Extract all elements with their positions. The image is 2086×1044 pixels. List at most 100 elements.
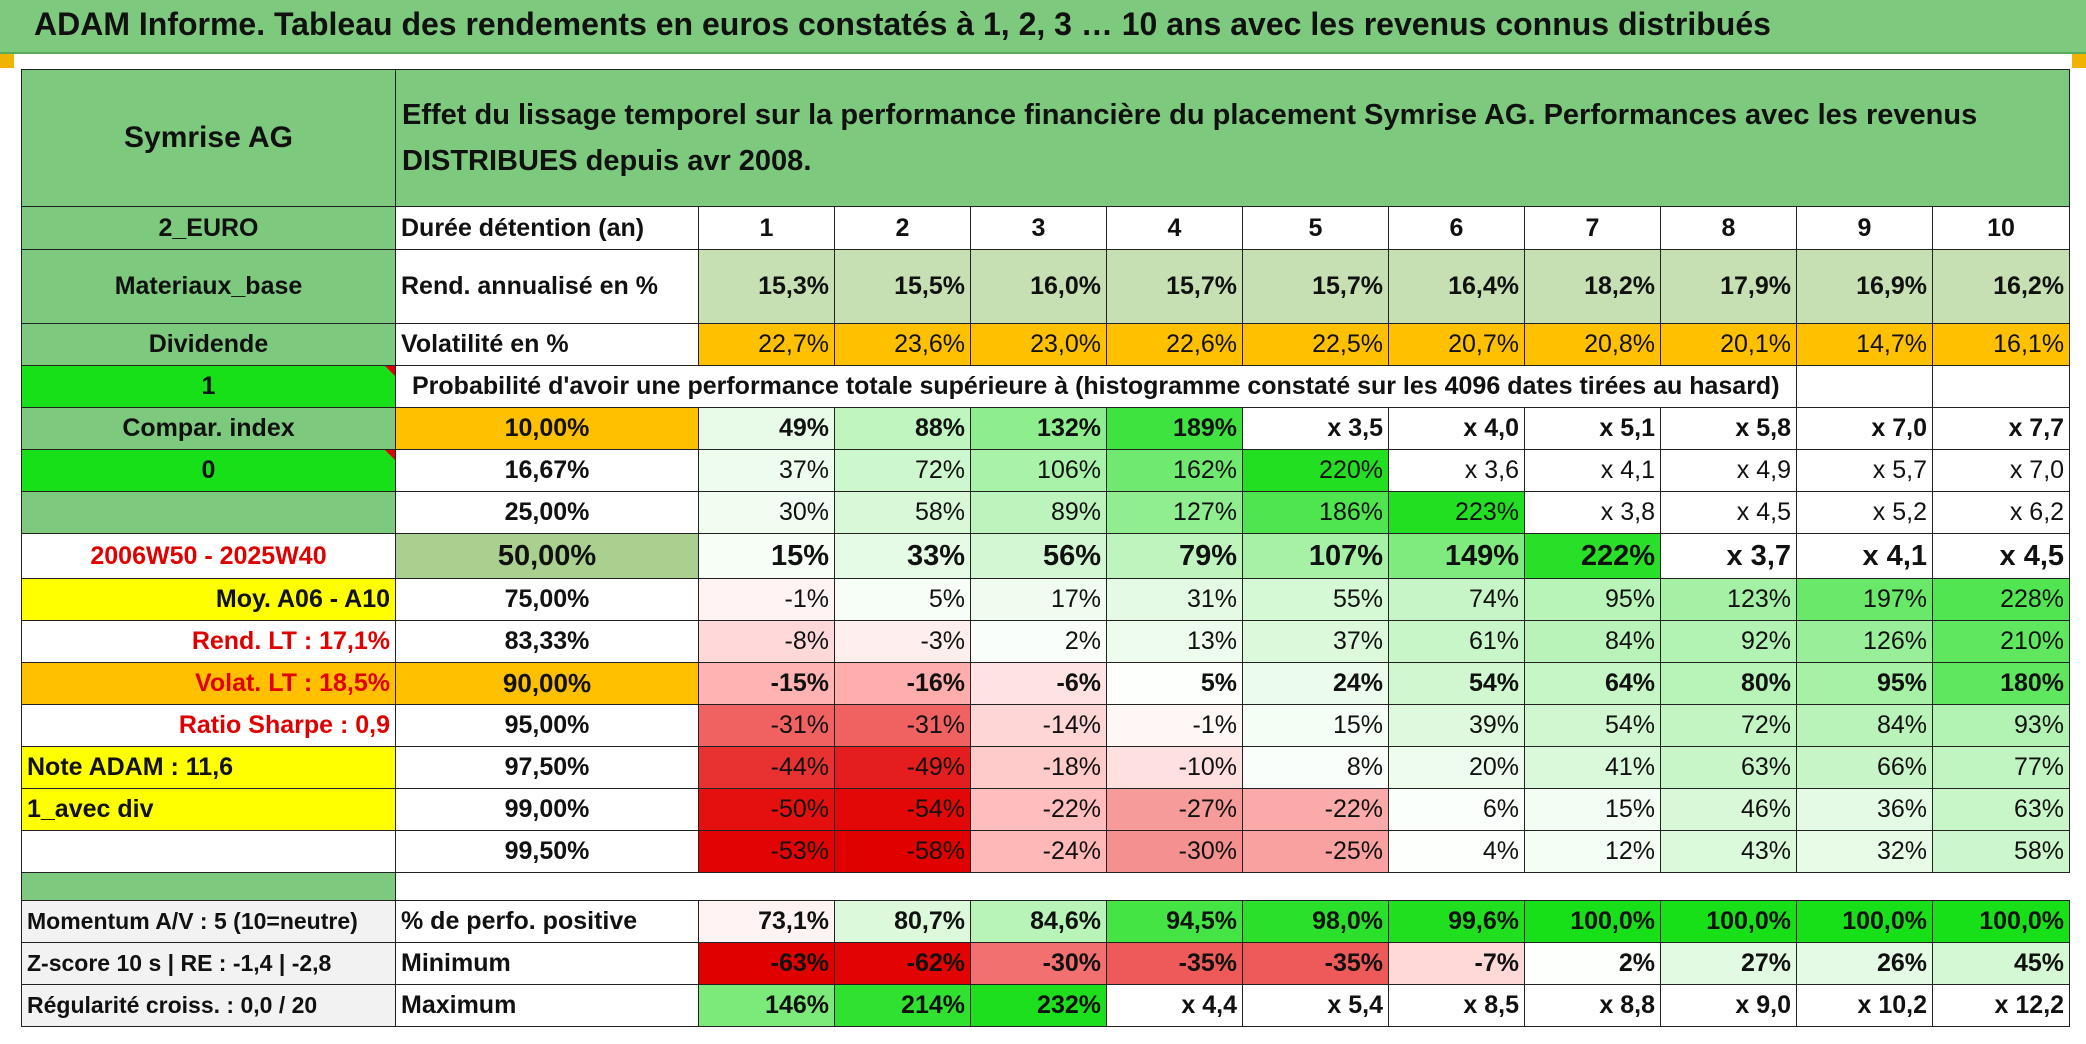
prob-cell: 15% [1242, 704, 1389, 747]
prob-row: 1_avec div 99,00% -50% -54% -22% -27% -2… [21, 788, 2071, 831]
prob-cell: -54% [834, 788, 971, 831]
year-header: 8 [1660, 206, 1797, 250]
prob-pct: 90,00% [395, 662, 699, 705]
prob-cell: 15% [1524, 788, 1661, 831]
volat-cell: 20,8% [1524, 323, 1661, 366]
prob-cell: -50% [698, 788, 835, 831]
rend-cell: 16,2% [1931, 249, 2071, 324]
prob-cell: 162% [1106, 449, 1243, 492]
prob-cell: 79% [1106, 533, 1243, 579]
stat-cell: 98,0% [1242, 900, 1389, 943]
prob-cell: 24% [1242, 662, 1389, 705]
prob-cell: 95% [1796, 662, 1933, 705]
prob-cell: x 4,9 [1660, 449, 1797, 492]
prob-cell: x 7,0 [1796, 407, 1933, 450]
prob-cell: x 4,1 [1524, 449, 1661, 492]
flag-1[interactable]: 1 [21, 365, 396, 408]
stat-cell: -62% [834, 942, 971, 985]
prob-cell: -25% [1242, 830, 1389, 873]
prob-cell: -22% [970, 788, 1107, 831]
rend-row: Materiaux_base Rend. annualisé en % 15,3… [21, 249, 2071, 324]
volat-cell: 23,0% [970, 323, 1107, 366]
prob-cell: 30% [698, 491, 835, 534]
variant: 1_avec div [21, 788, 396, 831]
stats-row-positive: Momentum A/V : 5 (10=neutre) % de perfo.… [21, 900, 2071, 943]
prob-cell: -53% [698, 830, 835, 873]
prob-cell: x 5,8 [1660, 407, 1797, 450]
prob-cell: 41% [1524, 746, 1661, 789]
prob-cell: 37% [698, 449, 835, 492]
prob-cell: -3% [834, 620, 971, 663]
prob-cell: 106% [970, 449, 1107, 492]
prob-cell: -14% [970, 704, 1107, 747]
prob-pct: 25,00% [395, 491, 699, 534]
year-header: 5 [1242, 206, 1389, 250]
prob-cell: x 6,2 [1931, 491, 2071, 534]
prob-cell: x 4,5 [1660, 491, 1797, 534]
prob-cell: 220% [1242, 449, 1389, 492]
volat-label: Volatilité en % [395, 323, 699, 366]
stat-cell: x 4,4 [1106, 984, 1243, 1027]
rend-cell: 17,9% [1660, 249, 1797, 324]
prob-row: 25,00% 30% 58% 89% 127% 186% 223% x 3,8 … [21, 491, 2071, 534]
header-description-text: Effet du lissage temporel sur la perform… [402, 99, 1978, 177]
prob-cell: -22% [1242, 788, 1389, 831]
sharpe: Ratio Sharpe : 0,9 [21, 704, 396, 747]
prob-cell: 72% [834, 449, 971, 492]
prob-cell: 95% [1524, 578, 1661, 621]
duration-label: Durée détention (an) [395, 206, 699, 250]
zscore: Z-score 10 s | RE : -1,4 | -2,8 [21, 942, 396, 985]
rend-cell: 15,5% [834, 249, 971, 324]
volat-row: Dividende Volatilité en % 22,7% 23,6% 23… [21, 323, 2071, 366]
compar-index: Compar. index [21, 407, 396, 450]
prob-cell: -44% [698, 746, 835, 789]
prob-cell: 61% [1388, 620, 1525, 663]
prob-cell: -24% [970, 830, 1107, 873]
sector: Materiaux_base [21, 249, 396, 324]
prob-row: 0 16,67% 37% 72% 106% 162% 220% x 3,6 x … [21, 449, 2071, 492]
prob-cell: 8% [1242, 746, 1389, 789]
prob-row: Ratio Sharpe : 0,9 95,00% -31% -31% -14%… [21, 704, 2071, 747]
prob-cell: -58% [834, 830, 971, 873]
currency: 2_EURO [21, 206, 396, 250]
prob-cell: 46% [1660, 788, 1797, 831]
prob-row: Rend. LT : 17,1% 83,33% -8% -3% 2% 13% 3… [21, 620, 2071, 663]
title-bar: ADAM Informe. Tableau des rendements en … [0, 0, 2086, 54]
prob-cell: 63% [1660, 746, 1797, 789]
stat-cell: -63% [698, 942, 835, 985]
stat-cell: 100,0% [1524, 900, 1661, 943]
prob-pct: 95,00% [395, 704, 699, 747]
prob-cell: x 3,7 [1660, 533, 1797, 579]
stat-cell: -30% [970, 942, 1107, 985]
prob-cell: 107% [1242, 533, 1389, 579]
prob-pct: 16,67% [395, 449, 699, 492]
prob-cell: 39% [1388, 704, 1525, 747]
stat-cell: 2% [1524, 942, 1661, 985]
income-type: Dividende [21, 323, 396, 366]
prob-cell: 36% [1796, 788, 1933, 831]
prob-cell: -16% [834, 662, 971, 705]
prob-cell: 126% [1796, 620, 1933, 663]
regularite: Régularité croiss. : 0,0 / 20 [21, 984, 396, 1027]
prob-cell: -1% [1106, 704, 1243, 747]
volat-cell: 23,6% [834, 323, 971, 366]
stat-cell: 100,0% [1660, 900, 1797, 943]
prob-cell: x 3,6 [1388, 449, 1525, 492]
prob-cell: 4% [1388, 830, 1525, 873]
flag-0[interactable]: 0 [21, 449, 396, 492]
prob-cell: x 5,1 [1524, 407, 1661, 450]
prob-row: Moy. A06 - A10 75,00% -1% 5% 17% 31% 55%… [21, 578, 2071, 621]
corner-marker [2072, 54, 2086, 68]
prob-pct: 99,50% [395, 830, 699, 873]
prob-cell: 32% [1796, 830, 1933, 873]
prob-cell: 31% [1106, 578, 1243, 621]
prob-cell: 20% [1388, 746, 1525, 789]
volat-cell: 22,6% [1106, 323, 1243, 366]
volat-cell: 22,5% [1242, 323, 1389, 366]
spacer-cell [396, 873, 2070, 901]
rend-label: Rend. annualisé en % [395, 249, 699, 324]
year-header: 7 [1524, 206, 1661, 250]
prob-cell: x 4,5 [1931, 533, 2071, 579]
rend-cell: 16,9% [1796, 249, 1933, 324]
stat-cell: x 8,5 [1388, 984, 1525, 1027]
